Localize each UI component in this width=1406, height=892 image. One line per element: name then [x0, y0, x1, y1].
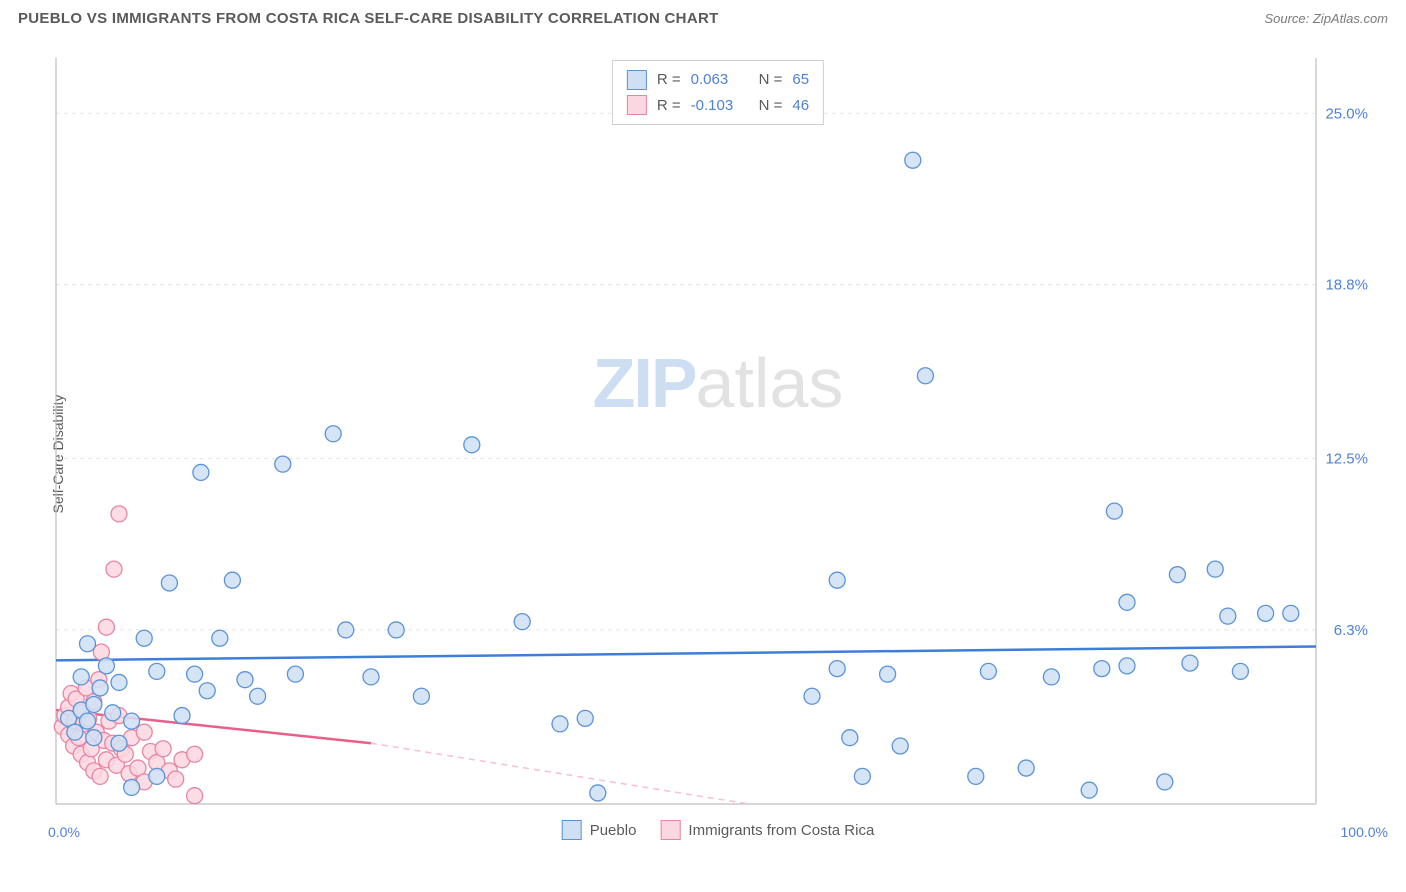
legend-swatch: [660, 820, 680, 840]
r-label: R =: [657, 67, 681, 93]
legend-label: Pueblo: [590, 822, 637, 839]
svg-text:25.0%: 25.0%: [1325, 105, 1368, 122]
legend-stat-row: R = -0.103 N = 46: [627, 93, 809, 119]
x-axis-min-label: 0.0%: [48, 824, 80, 840]
legend-label: Immigrants from Costa Rica: [688, 822, 874, 839]
n-value: 46: [792, 93, 809, 119]
svg-text:18.8%: 18.8%: [1325, 277, 1368, 294]
legend-swatch: [562, 820, 582, 840]
legend-stats: R = 0.063 N = 65 R = -0.103 N = 46: [612, 60, 824, 125]
legend-swatch: [627, 95, 647, 115]
legend-item: Pueblo: [562, 820, 637, 840]
legend-stat-row: R = 0.063 N = 65: [627, 67, 809, 93]
scatter-plot: 6.3% 12.5% 18.8% 25.0%: [48, 52, 1388, 840]
x-axis-max-label: 100.0%: [1341, 824, 1388, 840]
legend-item: Immigrants from Costa Rica: [660, 820, 874, 840]
svg-text:12.5%: 12.5%: [1325, 451, 1368, 468]
svg-text:6.3%: 6.3%: [1334, 622, 1368, 639]
n-value: 65: [792, 67, 809, 93]
n-label: N =: [759, 67, 783, 93]
source-label: Source: ZipAtlas.com: [1264, 11, 1388, 26]
chart-container: Self-Care Disability 6.3%12.5%18.8%25.0%…: [48, 52, 1388, 840]
legend-swatch: [627, 70, 647, 90]
legend-series: Pueblo Immigrants from Costa Rica: [562, 820, 875, 840]
r-value: -0.103: [691, 93, 749, 119]
r-value: 0.063: [691, 67, 749, 93]
chart-title: PUEBLO VS IMMIGRANTS FROM COSTA RICA SEL…: [18, 10, 719, 27]
n-label: N =: [759, 93, 783, 119]
r-label: R =: [657, 93, 681, 119]
